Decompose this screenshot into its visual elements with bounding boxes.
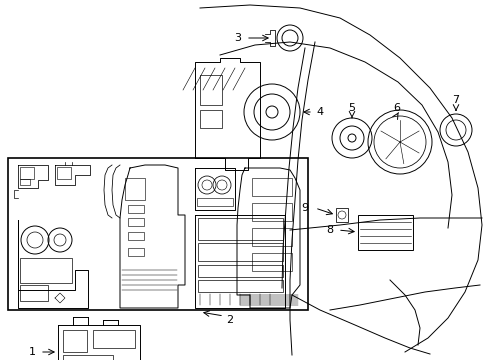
Bar [198, 265, 283, 277]
Text: 8: 8 [326, 225, 333, 235]
Bar [20, 285, 48, 301]
Bar [198, 243, 283, 261]
Text: 2: 2 [226, 315, 233, 325]
Text: 7: 7 [451, 95, 459, 105]
Bar [251, 228, 291, 246]
Text: 4: 4 [316, 107, 323, 117]
Text: 9: 9 [301, 203, 308, 213]
Bar [63, 355, 113, 360]
Bar [128, 218, 143, 226]
Bar [128, 248, 143, 256]
Text: 3: 3 [234, 33, 241, 43]
Bar [251, 253, 291, 271]
Bar [93, 330, 135, 348]
Bar [197, 198, 232, 206]
Bar [63, 330, 87, 352]
Bar [125, 178, 145, 200]
Bar [20, 258, 72, 283]
Bar [200, 110, 222, 128]
Text: 1: 1 [28, 347, 36, 357]
Bar [20, 179, 30, 185]
Bar [57, 167, 71, 179]
Bar [251, 203, 291, 221]
Text: 5: 5 [348, 103, 355, 113]
Bar [128, 232, 143, 240]
Bar [128, 205, 143, 213]
Bar [8, 158, 307, 310]
Bar [251, 178, 291, 196]
Bar [200, 75, 222, 105]
Bar [198, 280, 283, 292]
Text: 6: 6 [393, 103, 400, 113]
Bar [20, 167, 34, 179]
Bar [357, 215, 412, 250]
Bar [198, 218, 283, 240]
Bar [335, 208, 347, 222]
